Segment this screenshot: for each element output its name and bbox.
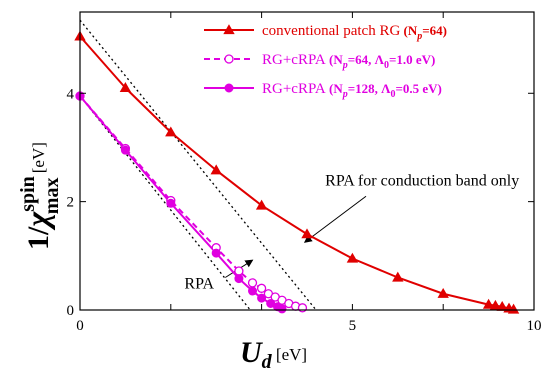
legend-param-sub: 0 [384, 60, 389, 71]
data-point [234, 274, 244, 284]
data-point [120, 145, 130, 155]
x-tick-label: 5 [349, 318, 357, 334]
legend-param-rest: =128, Λ [348, 81, 391, 96]
data-point [437, 287, 449, 298]
legend-param-rest: =64, Λ [348, 52, 385, 67]
y-axis-symbol: χ [19, 211, 55, 231]
legend-label-text: RG+cRPA [262, 52, 326, 68]
reference-line [79, 95, 251, 311]
data-point [507, 303, 520, 314]
y-axis-superscript: spin [17, 176, 39, 212]
legend-param-sub: p [342, 89, 348, 100]
reference-line [79, 19, 317, 311]
legend-param-rest: =64) [422, 23, 447, 38]
annotation-label: RPA [184, 275, 214, 292]
data-point [482, 298, 495, 309]
data-point [211, 248, 221, 258]
data-point [166, 198, 176, 208]
data-point [248, 286, 258, 296]
data-point [257, 293, 267, 303]
legend-param-sub: p [342, 60, 348, 71]
legend-label: RG+cRPA (Np=128, Λ0=0.5 eV) [262, 81, 442, 100]
x-axis-unit: [eV] [272, 345, 307, 364]
legend-param: (N [326, 81, 344, 96]
x-axis-label: Ud [eV] [240, 336, 307, 373]
legend-param-rest: =0.5 eV) [395, 81, 441, 96]
series-line [79, 95, 283, 310]
plot-frame [79, 11, 535, 311]
data-point [210, 164, 222, 175]
legend-param: (N [326, 52, 344, 67]
data-point [255, 199, 268, 210]
legend: conventional patch RG (Np=64)RG+cRPA (Np… [204, 23, 447, 100]
y-tick-label: 0 [67, 303, 75, 319]
x-axis-symbol: U [240, 336, 263, 369]
x-tick-label: 10 [527, 318, 542, 334]
annotation-arrow [303, 195, 367, 243]
reference-lines [79, 19, 317, 311]
legend-label: RG+cRPA (Np=64, Λ0=1.0 eV) [262, 52, 435, 71]
x-axis-subscript: d [262, 351, 273, 373]
data-point [224, 54, 234, 64]
legend-label: conventional patch RG (Np=64) [262, 23, 447, 42]
y-tick-label: 2 [67, 195, 75, 211]
data-point [301, 228, 313, 239]
legend-param: (N [400, 23, 418, 38]
legend-param-sub: p [416, 31, 422, 42]
axis-ticks [79, 12, 535, 311]
data-point [297, 303, 308, 313]
data-point [392, 271, 404, 282]
data-point [165, 126, 177, 137]
legend-label-text: RG+cRPA [262, 81, 326, 97]
data-point [223, 24, 235, 35]
annotations: RPA for conduction band only RPA [184, 172, 519, 292]
legend-param-sub: 0 [390, 89, 395, 100]
y-axis-subscript: max [41, 178, 63, 215]
data-point [277, 304, 287, 314]
x-tick-label: 0 [76, 318, 84, 334]
legend-label-text: conventional patch RG [262, 23, 400, 39]
data-point [119, 82, 132, 93]
data-point [247, 278, 258, 288]
annotation-label: RPA for conduction band only [325, 172, 519, 189]
legend-param-rest: =1.0 eV) [389, 52, 435, 67]
data-point [256, 283, 267, 293]
y-axis-unit: [eV] [29, 142, 48, 177]
y-tick-label: 4 [67, 86, 75, 102]
y-axis-prefix: 1/ [22, 226, 55, 250]
data-point [224, 83, 234, 93]
data-point [234, 266, 244, 276]
y-axis-label: 1/χspin max [eV] [17, 142, 63, 250]
data-point [346, 252, 359, 263]
tick-labels: 0 5 10 0 2 4 [67, 86, 542, 334]
